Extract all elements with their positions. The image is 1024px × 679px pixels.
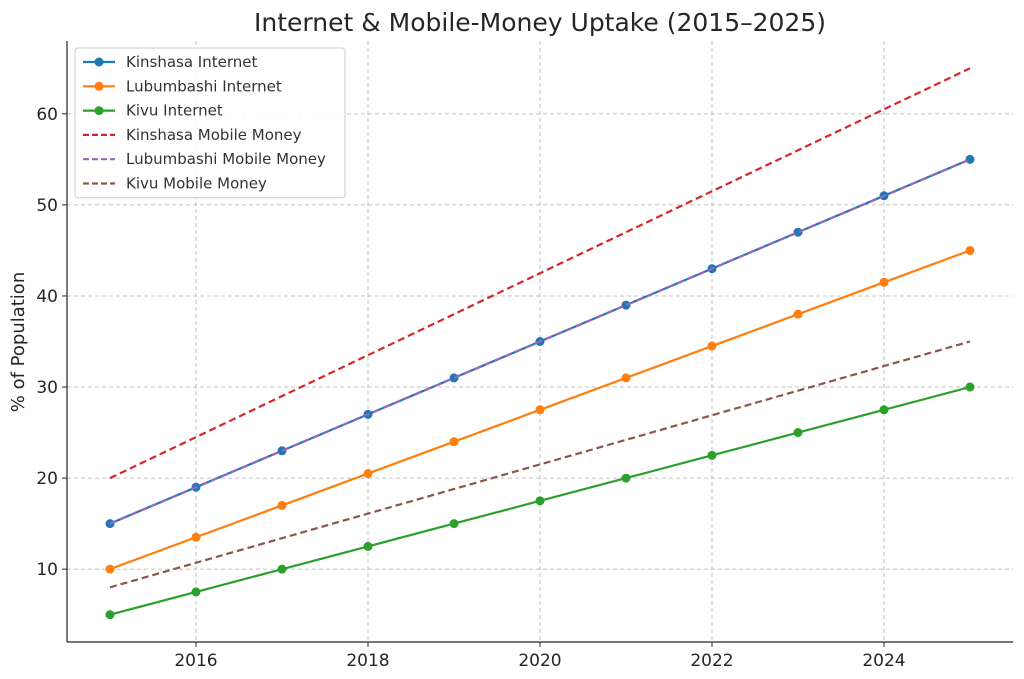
data-point [965,245,975,255]
data-point [965,154,975,164]
data-point [191,587,201,597]
legend-item: Kivu Mobile Money [83,175,267,193]
y-tick-label: 10 [36,560,58,580]
data-point [965,382,975,392]
data-point [105,610,115,620]
data-point [879,277,889,287]
legend-label: Kinshasa Mobile Money [126,126,302,144]
legend-label: Kivu Internet [126,102,223,120]
data-point [793,227,803,237]
y-tick-label: 60 [36,105,58,125]
grid [67,41,1013,642]
data-point [363,469,373,479]
legend-item: Kinshasa Internet [83,53,257,71]
data-point [879,405,889,415]
data-point [535,496,545,506]
series-layer [105,67,975,620]
legend-label: Lubumbashi Mobile Money [126,150,326,168]
data-point [621,300,631,310]
legend-marker [94,106,104,116]
x-tick-label: 2024 [862,651,905,671]
data-point [449,373,459,383]
data-point [277,500,287,510]
data-point [105,564,115,574]
series-lubumbashi-internet [105,245,975,574]
legend-item: Lubumbashi Mobile Money [83,150,326,168]
y-tick-label: 20 [36,469,58,489]
y-tick-label: 50 [36,196,58,216]
ticks: 2016 2018 2020 2022 2024 10 20 30 40 50 60 [36,105,905,671]
legend-item: Kivu Internet [83,102,223,120]
x-tick-label: 2016 [174,651,217,671]
series-kinshasa-mobile-money [109,67,971,480]
data-point [621,373,631,383]
data-point [793,428,803,438]
data-point [535,405,545,415]
legend-item: Lubumbashi Internet [83,77,282,95]
series-kivu-mobile-money [109,340,971,589]
legend-marker [94,81,104,91]
data-point [621,473,631,483]
data-point [707,450,717,460]
series-line [109,340,971,589]
data-point [363,541,373,551]
legend-item: Kinshasa Mobile Money [83,126,302,144]
series-line [109,67,971,480]
legend-label: Lubumbashi Internet [126,77,282,95]
legend-label: Kinshasa Internet [126,53,257,71]
legend: Kinshasa Internet Lubumbashi Internet Kivu… [74,47,346,199]
data-point [449,519,459,529]
y-tick-label: 30 [36,378,58,398]
data-point [793,309,803,319]
series-line [109,158,971,525]
series-kivu-internet [105,382,975,620]
chart-title: Internet & Mobile-Money Uptake (2015–202… [254,8,826,37]
legend-label: Kivu Mobile Money [126,175,267,193]
x-tick-label: 2022 [690,651,733,671]
data-point [191,532,201,542]
legend-marker [94,57,104,67]
x-tick-label: 2018 [346,651,389,671]
data-point [277,564,287,574]
series-lubumbashi-mobile-money [109,158,971,525]
y-tick-label: 40 [36,287,58,307]
x-tick-label: 2020 [518,651,561,671]
data-point [449,437,459,447]
data-point [277,446,287,456]
legend-box [74,47,346,199]
data-point [707,341,717,351]
y-axis-label: % of Population [8,272,29,412]
